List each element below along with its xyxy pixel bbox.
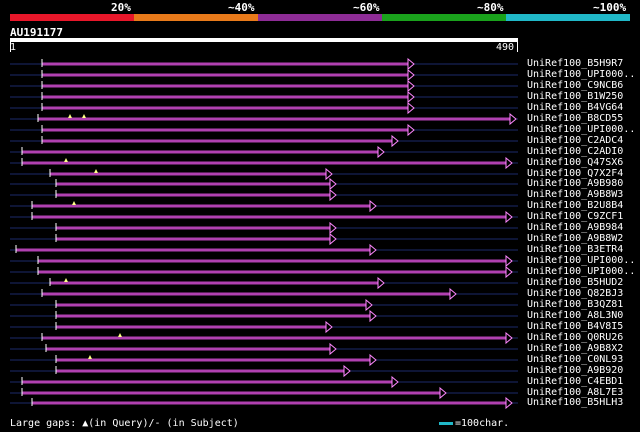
hit-end-arrow — [343, 364, 351, 378]
hit-name-link[interactable]: UniRef100_C0NL93 — [527, 354, 624, 365]
legend-segment-80 — [382, 14, 506, 21]
identity-legend-bar: 20% ~40% ~60% ~80% ~100% — [10, 0, 630, 22]
legend-segment-100 — [506, 14, 630, 21]
hit-name-link[interactable]: UniRef100_B4VG64 — [527, 102, 624, 113]
hit-end-arrow — [329, 188, 337, 202]
hit-end-arrow — [369, 353, 377, 367]
hit-end-arrow — [329, 342, 337, 356]
legend-segment-40 — [134, 14, 258, 21]
hit-end-arrow — [329, 177, 337, 191]
hit-name-link[interactable]: UniRef100_Q82BJ3 — [527, 288, 624, 299]
hit-name-link[interactable]: UniRef100_C2ADC4 — [527, 135, 624, 146]
hit-name-link[interactable]: UniRef100_B5H9R7 — [527, 58, 624, 69]
hit-end-arrow — [505, 265, 513, 279]
hit-end-arrow — [391, 375, 399, 389]
query-gap-marker — [118, 333, 122, 337]
hit-name-link[interactable]: UniRef100_A9B8X2 — [527, 343, 624, 354]
hit-name-link[interactable]: UniRef100_C4EBD1 — [527, 376, 624, 387]
hit-end-arrow — [509, 112, 517, 126]
hit-end-arrow — [369, 243, 377, 257]
hit-name-link[interactable]: UniRef100_Q7X2F4 — [527, 168, 624, 179]
hit-end-arrow — [449, 287, 457, 301]
hit-end-arrow — [407, 101, 415, 115]
scale-bar — [439, 421, 453, 425]
hit-end-arrow — [505, 210, 513, 224]
hit-name-link[interactable]: UniRef100_C2ADI0 — [527, 146, 624, 157]
hit-end-arrow — [369, 309, 377, 323]
query-name: AU191177 — [10, 26, 63, 39]
query-gap-marker — [72, 201, 76, 205]
hit-end-arrow — [325, 167, 333, 181]
ruler-end-tick — [517, 42, 518, 52]
hit-end-arrow — [365, 298, 373, 312]
scale-label: =100char. — [455, 418, 510, 429]
query-gap-marker — [82, 114, 86, 118]
query-ruler — [10, 38, 518, 42]
query-gap-marker — [64, 278, 68, 282]
hit-end-arrow — [439, 386, 447, 400]
hit-end-arrow — [329, 221, 337, 235]
hit-name-link[interactable]: UniRef100_A8L7E3 — [527, 387, 624, 398]
hit-name-link[interactable]: UniRef100_A9B920 — [527, 365, 624, 376]
legend-label-20: 20% — [111, 1, 131, 14]
hit-name-link[interactable]: UniRef100_UPI000.. — [527, 69, 636, 80]
legend-segment-60 — [258, 14, 382, 21]
hit-end-arrow — [505, 331, 513, 345]
hit-name-link[interactable]: UniRef100_B8CD55 — [527, 113, 624, 124]
query-gap-marker — [88, 355, 92, 359]
hit-name-link[interactable]: UniRef100_C9ZCF1 — [527, 211, 624, 222]
hit-end-arrow — [505, 156, 513, 170]
hit-end-arrow — [325, 320, 333, 334]
hit-name-link[interactable]: UniRef100_A9B984 — [527, 222, 624, 233]
hit-end-arrow — [369, 199, 377, 213]
ruler-start-tick — [10, 42, 11, 52]
hit-name-link[interactable]: UniRef100_Q0RU26 — [527, 332, 624, 343]
legend-label-80: ~80% — [477, 1, 504, 14]
hit-name-link[interactable]: UniRef100_B3ETR4 — [527, 244, 624, 255]
hit-end-arrow — [407, 90, 415, 104]
hit-end-arrow — [407, 79, 415, 93]
hit-end-arrow — [377, 145, 385, 159]
gap-legend: Large gaps: ▲(in Query)/- (in Subject) — [10, 418, 239, 429]
legend-label-100: ~100% — [593, 1, 627, 14]
legend-label-40: ~40% — [228, 1, 255, 14]
hit-end-arrow — [329, 232, 337, 246]
hit-name-link[interactable]: UniRef100_Q47SX6 — [527, 157, 624, 168]
scale-legend: =100char. — [439, 418, 509, 429]
hit-name-link[interactable]: UniRef100_B1W250 — [527, 91, 624, 102]
hit-end-arrow — [505, 396, 513, 410]
hit-name-link[interactable]: UniRef100_A8L3N0 — [527, 310, 624, 321]
hit-name-link[interactable]: UniRef100_B2U8B4 — [527, 200, 624, 211]
legend-segment-20 — [10, 14, 134, 21]
hit-name-link[interactable]: UniRef100_B4V8I5 — [527, 321, 624, 332]
hit-name-link[interactable]: UniRef100_UPI000.. — [527, 266, 636, 277]
hit-end-arrow — [505, 254, 513, 268]
hit-name-link[interactable]: UniRef100_A9B8W3 — [527, 189, 624, 200]
hit-name-link[interactable]: UniRef100_A9B980 — [527, 178, 624, 189]
hit-name-link[interactable]: UniRef100_A9B8W2 — [527, 233, 624, 244]
hit-name-link[interactable]: UniRef100_C9NCB6 — [527, 80, 624, 91]
hit-name-link[interactable]: UniRef100_B5HLH3 — [527, 397, 624, 408]
hit-name-link[interactable]: UniRef100_B5HUD2 — [527, 277, 624, 288]
query-gap-marker — [68, 114, 72, 118]
ruler-end-label: 490 — [496, 42, 515, 53]
hit-name-link[interactable]: UniRef100_B3QZ81 — [527, 299, 624, 310]
query-gap-marker — [64, 158, 68, 162]
hit-end-arrow — [391, 134, 399, 148]
query-gap-marker — [94, 169, 98, 173]
hit-end-arrow — [407, 57, 415, 71]
hit-end-arrow — [377, 276, 385, 290]
legend-label-60: ~60% — [353, 1, 380, 14]
hit-end-arrow — [407, 68, 415, 82]
hit-name-link[interactable]: UniRef100_UPI000.. — [527, 255, 636, 266]
hit-end-arrow — [407, 123, 415, 137]
hit-name-link[interactable]: UniRef100_UPI000.. — [527, 124, 636, 135]
ruler-start-label: 1 — [10, 42, 17, 53]
